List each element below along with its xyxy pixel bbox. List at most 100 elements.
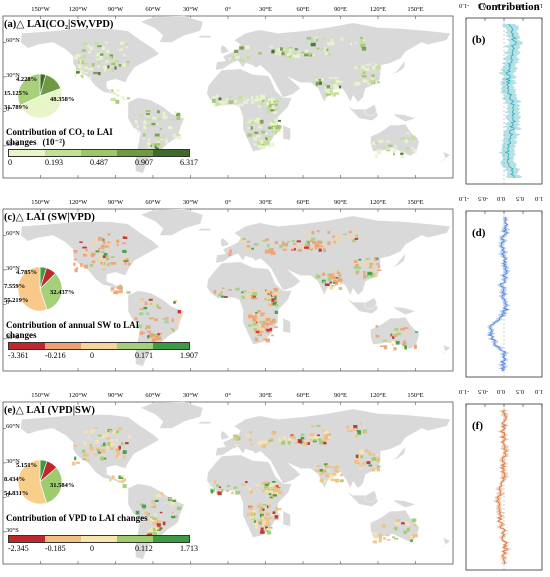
lon-label: 150°E bbox=[407, 6, 424, 13]
landmass-madagascar bbox=[282, 510, 291, 527]
lon-label: 30°W bbox=[182, 6, 199, 13]
lon-label: 150°E bbox=[407, 392, 424, 399]
side-axis-label: 1.0 bbox=[535, 388, 544, 395]
lon-label: 150°W bbox=[31, 392, 50, 399]
colorbar bbox=[8, 342, 190, 350]
landmass-borneo bbox=[364, 490, 378, 503]
colorbar-swatch bbox=[9, 343, 45, 349]
map-panel-2: (c)△ LAI (SW|VPD) 150°W 120°W 90°W 60°W 30°W 0… bbox=[0, 193, 456, 375]
colorbar-swatch bbox=[153, 150, 189, 156]
world-map bbox=[2, 401, 454, 565]
side-axis-label: -1.0 bbox=[459, 388, 470, 395]
landmass-iceland bbox=[197, 228, 211, 231]
landmass-greenland bbox=[139, 208, 204, 236]
colorbar-swatch bbox=[45, 343, 81, 349]
lon-label: 150°W bbox=[31, 6, 50, 13]
lon-label: 90°E bbox=[333, 6, 348, 13]
colorbar-swatch bbox=[117, 150, 153, 156]
pie-slice bbox=[39, 467, 63, 504]
landmass-eurasia bbox=[215, 408, 451, 489]
side-axis-label: -0.5 bbox=[478, 2, 489, 9]
colorbar-title-text: Contribution of VPD to LAI changes bbox=[6, 513, 148, 523]
pie-label: 31.584% bbox=[50, 482, 75, 489]
side-axis-label: -1.0 bbox=[459, 2, 470, 9]
landmass-nz bbox=[436, 151, 451, 165]
landmass-uk bbox=[220, 44, 230, 55]
side-axis-label: -0.5 bbox=[478, 388, 489, 395]
colorbar-swatch bbox=[9, 536, 45, 542]
colorbar-title: Contribution of CO₂ to LAI changes (10⁻²) bbox=[6, 127, 156, 147]
lon-label: 90°E bbox=[333, 199, 348, 206]
lat-label: 30°S bbox=[6, 140, 19, 148]
lat-label: 30°S bbox=[6, 526, 19, 534]
colorbar-swatch bbox=[117, 343, 153, 349]
colorbar-unit: (10⁻²) bbox=[42, 137, 65, 147]
colorbar-tick: 0 bbox=[8, 158, 12, 167]
side-axis-label: 1.0 bbox=[535, 2, 544, 9]
landmass-africa bbox=[206, 68, 293, 152]
side-axis-label: 0.0 bbox=[497, 195, 506, 202]
landmass-northAmerica bbox=[20, 28, 160, 103]
pie-label: 7.559% bbox=[4, 283, 26, 290]
profile-uncertainty-band bbox=[492, 410, 512, 564]
colorbar bbox=[8, 149, 190, 157]
pie-label: 4.785% bbox=[16, 269, 38, 276]
pie-label: 54.831% bbox=[4, 490, 29, 497]
continents bbox=[20, 15, 451, 174]
pie-label: 4.228% bbox=[16, 76, 38, 83]
pie-label: 48.358% bbox=[50, 96, 75, 103]
contribution-profile-panel: -1.0 -0.5 0.0 0.5 1.0 (d) bbox=[459, 195, 546, 381]
side-axis-label: 0.5 bbox=[516, 388, 525, 395]
colorbar-tick: 0.907 bbox=[135, 158, 153, 167]
lon-label: 90°W bbox=[107, 392, 124, 399]
lat-label: 60°N bbox=[6, 37, 20, 45]
pie-label: 32.437% bbox=[50, 289, 75, 296]
pie-label: 15.125% bbox=[4, 90, 29, 97]
landmass-madagascar bbox=[282, 317, 291, 334]
landmass-nz bbox=[436, 344, 451, 358]
pie-label: 8.434% bbox=[4, 476, 26, 483]
lon-label: 0° bbox=[225, 6, 231, 13]
lai-contribution-patches bbox=[72, 230, 419, 351]
landmass-newguinea bbox=[392, 113, 417, 122]
side-axis-label: 0.0 bbox=[497, 388, 506, 395]
landmass-japan bbox=[390, 253, 406, 268]
map-panel-1: (a)△ LAI(CO₂|SW,VPD) 150°W 120°W 90°W 60°W 30… bbox=[0, 0, 456, 182]
lat-label: 30°N bbox=[6, 264, 20, 272]
colorbar-swatch bbox=[153, 343, 189, 349]
lon-label: 120°E bbox=[369, 392, 387, 399]
landmass-northAmerica bbox=[20, 414, 160, 489]
colorbar-tick: 0.193 bbox=[45, 158, 63, 167]
lon-label: 90°E bbox=[333, 392, 348, 399]
pie-slice bbox=[39, 272, 63, 311]
pie-label: 5.151% bbox=[16, 462, 38, 469]
lon-label: 90°W bbox=[107, 199, 124, 206]
lat-label: 0° bbox=[6, 492, 12, 500]
colorbar-swatch bbox=[45, 536, 81, 542]
colorbar-tick: 1.713 bbox=[180, 544, 198, 553]
side-axis-label: 0.0 bbox=[497, 2, 506, 9]
side-axis-label: 1.0 bbox=[535, 195, 544, 202]
landmass-eurasia bbox=[215, 215, 451, 296]
pie-chart bbox=[17, 459, 63, 505]
landmass-newguinea bbox=[392, 306, 417, 315]
landmass-greenland bbox=[139, 401, 204, 429]
lon-label: 30°E bbox=[258, 199, 273, 206]
colorbar-tick: -0.216 bbox=[45, 351, 66, 360]
contribution-profile-panel: -1.0 -0.5 0.0 0.5 1.0 (f) bbox=[459, 388, 546, 574]
contribution-profile-panel: -1.0 -0.5 0.0 0.5 1.0 (b) bbox=[459, 2, 546, 188]
profile-line bbox=[487, 216, 510, 372]
colorbar bbox=[8, 535, 190, 543]
colorbar-tick: 0 bbox=[90, 351, 94, 360]
lon-label: 120°W bbox=[68, 199, 88, 206]
lon-label: 120°E bbox=[369, 6, 387, 13]
lat-label: 30°S bbox=[6, 333, 19, 341]
lat-label: 0° bbox=[6, 299, 12, 307]
colorbar-tick: -2.345 bbox=[8, 544, 29, 553]
colorbar-swatch bbox=[81, 150, 117, 156]
pie-label: 55.219% bbox=[4, 297, 29, 304]
pie-slice bbox=[17, 266, 48, 312]
landmass-borneo bbox=[364, 104, 378, 117]
colorbar-tick: -3.361 bbox=[8, 351, 29, 360]
colorbar-tick: 6.317 bbox=[180, 158, 198, 167]
